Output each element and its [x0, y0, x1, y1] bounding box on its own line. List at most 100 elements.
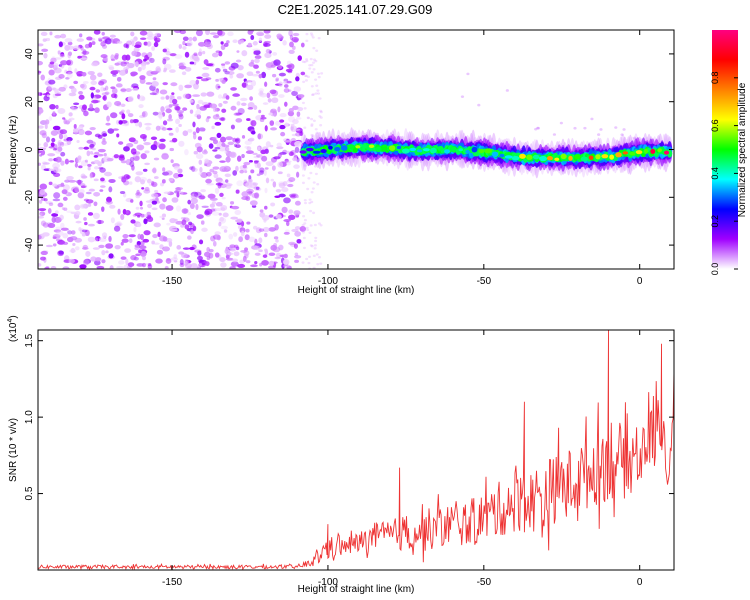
spectrogram-noise-blob	[219, 117, 225, 121]
spectrogram-noise-blob	[93, 201, 98, 207]
spectrogram-noise-blob	[146, 178, 152, 184]
spectrogram-noise-blob	[184, 224, 190, 230]
spectrogram-noise-blob	[220, 63, 226, 66]
spectrogram-noise-blob	[83, 110, 89, 117]
spectrogram-noise-blob	[101, 206, 105, 212]
spectrogram-noise-blob	[224, 173, 231, 178]
spectrogram-noise-blob	[302, 215, 306, 218]
spectrogram-noise-blob	[314, 78, 318, 81]
snr-x-axis-label: Height of straight line (km)	[298, 584, 415, 595]
spectrogram-y-ticks: -40 -20 0 20 40	[24, 48, 674, 252]
spectrogram-noise-blob	[202, 67, 210, 70]
spectrogram-noise-blob	[197, 259, 205, 263]
spectrogram-noise-blob	[48, 168, 55, 172]
spectrogram-noise-blob	[153, 41, 159, 48]
spectrogram-noise-blob	[135, 253, 141, 257]
spectrogram-noise-blob	[108, 186, 113, 193]
spectrogram-noise-blob	[201, 205, 209, 209]
spectrogram-noise-blob	[209, 103, 218, 109]
spectrogram-noise-blob	[270, 108, 277, 114]
spectrogram-noise-blob	[38, 208, 47, 211]
spectrogram-noise-blob	[140, 153, 147, 160]
spectrogram-noise-blob	[218, 145, 227, 152]
spectrogram-noise-blob	[277, 106, 281, 113]
spectrogram-noise-blob	[305, 59, 309, 63]
spectrogram-noise-blob	[282, 40, 287, 46]
spectrogram-noise-blob	[48, 63, 55, 69]
spectrogram-noise-blob	[147, 263, 152, 267]
spectrogram-noise-blob	[302, 80, 306, 84]
spectrogram-ridge-peak	[340, 145, 348, 151]
spectrogram-noise-blob	[87, 212, 94, 216]
spectrogram-noise-blob	[248, 62, 255, 67]
spectrogram-noise-blob	[178, 114, 184, 120]
spectrogram-noise-blob	[89, 143, 95, 148]
colorbar-tick-label: 0.2	[710, 215, 720, 228]
spectrogram-noise-blob	[90, 80, 97, 85]
spectrogram-noise-blob	[286, 60, 292, 66]
spectrogram-noise-blob	[147, 51, 153, 58]
spectrogram-noise-blob	[193, 56, 200, 62]
spectrogram-noise-blob	[188, 221, 193, 226]
spectrogram-noise-blob	[189, 99, 194, 103]
spectrogram-noise-blob	[230, 105, 237, 111]
spectrogram-noise-blob	[132, 118, 139, 123]
spectrogram-noise-blob	[38, 43, 44, 47]
spectrogram-noise-blob	[288, 209, 294, 214]
spectrogram-noise-blob	[126, 175, 131, 179]
spectrogram-noise-blob	[246, 71, 254, 77]
spectrogram-noise-blob	[315, 84, 319, 87]
spectrogram-noise-blob	[50, 142, 55, 147]
spectrogram-noise-blob	[52, 236, 57, 240]
spectrogram-noise-blob	[259, 170, 265, 175]
spectrogram-ridge-peak	[437, 146, 444, 151]
spectrogram-noise-blob	[168, 104, 173, 108]
spectrogram-panel: -150 -100 -50 0 -40 -20 0 20 40 Height of strai…	[8, 29, 675, 296]
spectrogram-noise-blob	[125, 210, 129, 214]
spectrogram-noise-blob	[264, 187, 268, 194]
spectrogram-noise-blob	[81, 71, 87, 77]
spectrogram-noise-blob	[164, 105, 171, 110]
spectrogram-noise-blob	[254, 55, 262, 60]
spectrogram-noise-blob	[90, 72, 95, 77]
spectrogram-noise-blob	[197, 250, 202, 256]
spectrogram-noise-blob	[242, 164, 247, 169]
spectrogram-x-tick-label: 0	[637, 276, 643, 287]
spectrogram-noise-blob	[39, 183, 48, 190]
spectrogram-ridge-peak	[362, 142, 367, 149]
spectrogram-noise-blob	[286, 80, 292, 84]
spectrogram-noise-blob	[66, 70, 73, 75]
spectrogram-noise-blob	[206, 91, 215, 97]
spectrogram-noise-blob	[78, 94, 85, 100]
spectrogram-noise-blob	[120, 61, 127, 67]
spectrogram-noise-blob	[152, 233, 158, 239]
spectrogram-noise-blob	[169, 228, 178, 232]
spectrogram-noise-blob	[51, 56, 56, 62]
spectrogram-noise-blob	[277, 171, 283, 175]
spectrogram-faint-blob	[477, 103, 481, 107]
spectrogram-noise-blob	[38, 199, 43, 204]
spectrogram-noise-blob	[121, 238, 129, 243]
spectrogram-noise-blob	[249, 200, 258, 206]
spectrogram-noise-blob	[247, 42, 252, 47]
spectrogram-noise-blob	[271, 97, 279, 104]
spectrogram-noise-blob	[63, 134, 68, 140]
spectrogram-noise-blob	[306, 228, 310, 232]
spectrogram-ridge-peak	[312, 150, 321, 154]
spectrogram-noise-blob	[292, 105, 299, 111]
snr-panel: -150 -100 -50 0 0.5 1.0 1.5 Height of straigh…	[7, 315, 675, 595]
spectrogram-noise-blob	[200, 189, 206, 193]
spectrogram-noise-blob	[47, 222, 56, 229]
spectrogram-noise-blob	[293, 210, 301, 216]
spectrogram-noise-blob	[38, 92, 41, 96]
spectrogram-noise-blob	[197, 41, 206, 47]
spectrogram-noise-blob	[114, 101, 122, 107]
spectrogram-noise-blob	[259, 92, 268, 98]
spectrogram-noise-blob	[233, 244, 239, 249]
spectrogram-noise-blob	[102, 133, 108, 137]
spectrogram-noise-blob	[173, 165, 180, 170]
spectrogram-noise-blob	[195, 153, 204, 160]
spectrogram-noise-blob	[221, 79, 226, 84]
spectrogram-noise-blob	[165, 205, 174, 211]
spectrogram-noise-blob	[74, 204, 81, 211]
